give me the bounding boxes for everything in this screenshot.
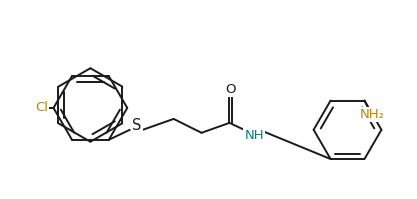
Text: S: S — [132, 118, 141, 133]
Text: NH₂: NH₂ — [360, 108, 385, 121]
Text: NH: NH — [244, 129, 264, 142]
Text: O: O — [225, 83, 236, 96]
Text: Cl: Cl — [35, 101, 48, 114]
